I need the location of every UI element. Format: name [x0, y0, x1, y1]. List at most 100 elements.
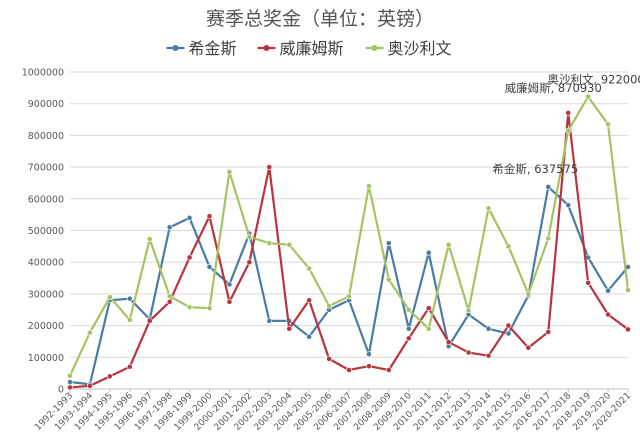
legend-label: 希金斯: [189, 39, 237, 58]
data-point: [346, 293, 352, 300]
gridlines: [70, 71, 628, 390]
legend: 希金斯 威廉姆斯 奥沙利文: [166, 39, 452, 58]
data-point: [485, 325, 492, 332]
data-point: [286, 325, 293, 332]
data-point: [166, 298, 173, 305]
y-tick-label: 800000: [28, 131, 64, 142]
data-point: [306, 265, 313, 272]
data-point: [186, 254, 193, 261]
data-point: [146, 317, 153, 324]
data-point: [346, 367, 352, 373]
data-point: [226, 168, 233, 175]
data-point: [385, 276, 392, 283]
y-tick-label: 900000: [28, 99, 64, 110]
y-tick-label: 200000: [28, 321, 64, 332]
data-point: [366, 363, 372, 370]
data-point: [605, 287, 611, 294]
data-point: [465, 307, 472, 314]
data-point: [306, 333, 313, 340]
data-point: [126, 316, 133, 323]
data-point: [505, 330, 512, 337]
data-point: [625, 326, 631, 333]
data-point: [385, 240, 392, 247]
data-point: [405, 306, 412, 313]
data-point: [206, 305, 213, 312]
data-point: [485, 352, 492, 359]
data-point: [405, 325, 412, 332]
legend-item: 希金斯: [166, 39, 237, 58]
data-point: [485, 205, 492, 212]
y-tick-label: 500000: [28, 226, 64, 237]
data-point: [605, 311, 611, 318]
data-point: [146, 236, 153, 242]
data-point: [525, 290, 532, 297]
data-point: [326, 303, 332, 309]
data-point: [505, 243, 512, 250]
y-tick-label: 0: [58, 385, 64, 396]
data-label: 奥沙利文, 922000: [548, 73, 640, 87]
data-point: [166, 293, 173, 300]
legend-label: 奥沙利文: [388, 39, 452, 58]
data-point: [445, 339, 452, 345]
legend-item: 威廉姆斯: [257, 39, 344, 58]
data-point: [565, 202, 572, 209]
y-tick-label: 700000: [28, 163, 64, 174]
data-point: [166, 224, 173, 231]
data-point: [625, 287, 631, 293]
y-tick-label: 300000: [28, 289, 64, 300]
data-point: [246, 259, 253, 266]
data-point: [67, 372, 73, 379]
data-point: [585, 279, 592, 286]
chart-title: 赛季总奖金（单位：英镑）: [206, 8, 434, 30]
data-point: [425, 305, 432, 312]
data-point: [186, 304, 193, 311]
y-axis: 0 100000 200000 300000 400000 500000 600000 700…: [22, 68, 64, 396]
data-point: [605, 121, 611, 128]
data-point: [565, 127, 572, 134]
data-point: [87, 382, 93, 389]
data-point: [425, 249, 432, 256]
legend-label: 威廉姆斯: [280, 39, 344, 58]
series-layer: [67, 93, 631, 391]
data-point: [246, 233, 253, 240]
y-tick-label: 100000: [28, 353, 64, 364]
data-point: [286, 241, 293, 248]
data-point: [126, 295, 133, 302]
data-point: [585, 93, 592, 100]
y-tick-label: 600000: [28, 194, 64, 205]
data-point: [206, 213, 213, 220]
data-point: [545, 235, 552, 242]
data-point: [266, 240, 273, 247]
data-point: [445, 241, 452, 248]
data-point: [266, 317, 273, 324]
data-point: [525, 344, 532, 351]
data-point: [67, 384, 73, 391]
data-label: 希金斯, 637575: [492, 162, 578, 176]
series-2: [67, 110, 631, 391]
data-point: [565, 110, 572, 116]
data-point: [545, 329, 552, 335]
data-point: [385, 367, 392, 373]
legend-swatch-marker: [263, 45, 270, 51]
data-point: [186, 214, 193, 221]
data-point: [87, 329, 93, 336]
data-point: [326, 355, 332, 362]
data-point: [106, 294, 113, 300]
legend-swatch-marker: [371, 45, 378, 51]
data-point: [366, 351, 372, 358]
x-axis: 1992-19931993-19941994-19951995-19961996…: [33, 389, 633, 433]
data-point: [366, 183, 372, 190]
data-point: [126, 363, 133, 370]
legend-item: 奥沙利文: [365, 39, 452, 58]
data-point: [226, 298, 233, 305]
series-line: [68, 185, 630, 386]
data-point: [425, 325, 432, 332]
data-point: [67, 379, 73, 385]
data-point: [206, 264, 213, 270]
legend-swatch-marker: [172, 45, 179, 51]
data-point: [226, 281, 233, 288]
data-point: [106, 373, 113, 380]
